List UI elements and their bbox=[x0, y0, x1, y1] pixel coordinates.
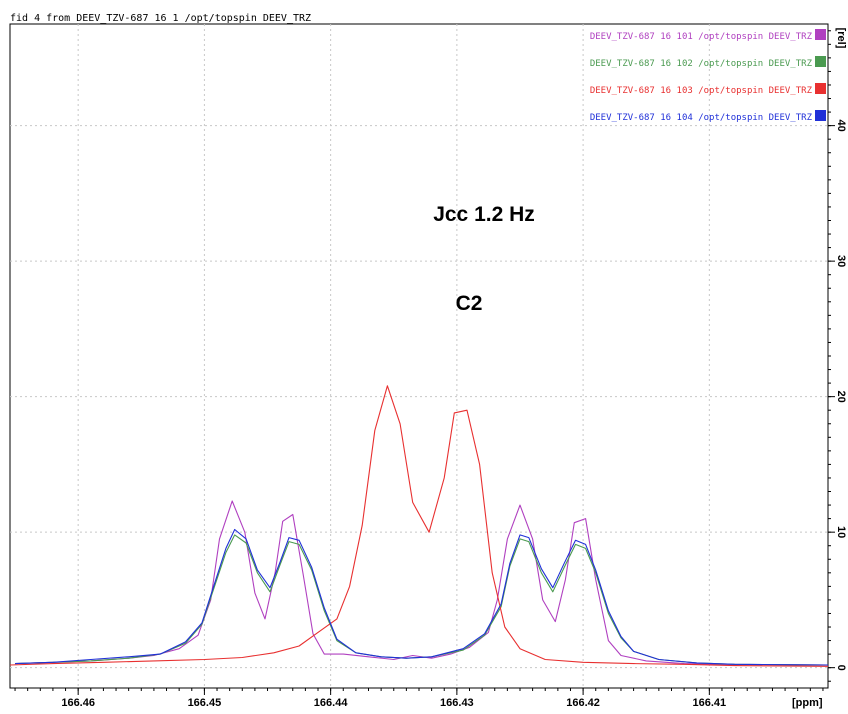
header-text: fid 4 from DEEV_TZV-687 16 1 /opt/topspi… bbox=[10, 13, 311, 24]
legend-entry-label: DEEV_TZV-687 16 104 /opt/topspin DEEV_TR… bbox=[590, 113, 813, 123]
spectrum-line-4 bbox=[14, 528, 829, 666]
legend-swatch bbox=[815, 56, 826, 67]
spectrum-line-1 bbox=[14, 500, 829, 666]
annotation-coupling: Jcc 1.2 Hz bbox=[433, 203, 535, 226]
y-tick-label: 30 bbox=[835, 255, 847, 267]
legend-entry-label: DEEV_TZV-687 16 103 /opt/topspin DEEV_TR… bbox=[590, 86, 813, 96]
legend-entry-label: DEEV_TZV-687 16 102 /opt/topspin DEEV_TR… bbox=[590, 59, 813, 69]
legend-swatch bbox=[815, 29, 826, 40]
x-tick-label: 166.43 bbox=[440, 697, 474, 709]
x-tick-label: 166.44 bbox=[314, 697, 349, 709]
legend-swatch bbox=[815, 110, 826, 121]
plot-area bbox=[9, 23, 829, 689]
x-tick-label: 166.42 bbox=[566, 697, 600, 709]
spectrum-curves bbox=[9, 385, 829, 667]
x-tick-label: 166.41 bbox=[693, 697, 727, 709]
x-tick-label: 166.45 bbox=[188, 697, 222, 709]
x-unit-label: [ppm] bbox=[792, 697, 823, 709]
y-unit-label: [rel] bbox=[835, 28, 847, 49]
x-tick-label: 166.46 bbox=[61, 697, 95, 709]
spectrum-line-2 bbox=[14, 534, 829, 666]
y-tick-label: 20 bbox=[835, 391, 847, 403]
legend-swatch bbox=[815, 83, 826, 94]
legend: DEEV_TZV-687 16 101 /opt/topspin DEEV_TR… bbox=[590, 29, 826, 123]
x-axis: 166.46 166.45 166.44 166.43 166.42 166.41 bbox=[14, 688, 824, 709]
legend-entry-label: DEEV_TZV-687 16 101 /opt/topspin DEEV_TR… bbox=[590, 32, 813, 42]
y-tick-label: 40 bbox=[835, 120, 847, 132]
annotation-carbon: C2 bbox=[456, 292, 483, 315]
y-axis: 0 10 20 30 40 bbox=[828, 30, 847, 682]
y-tick-label: 0 bbox=[835, 665, 847, 671]
y-tick-label: 10 bbox=[835, 526, 847, 538]
spectrum-line-3 bbox=[9, 385, 829, 667]
grid-lines bbox=[10, 24, 828, 688]
